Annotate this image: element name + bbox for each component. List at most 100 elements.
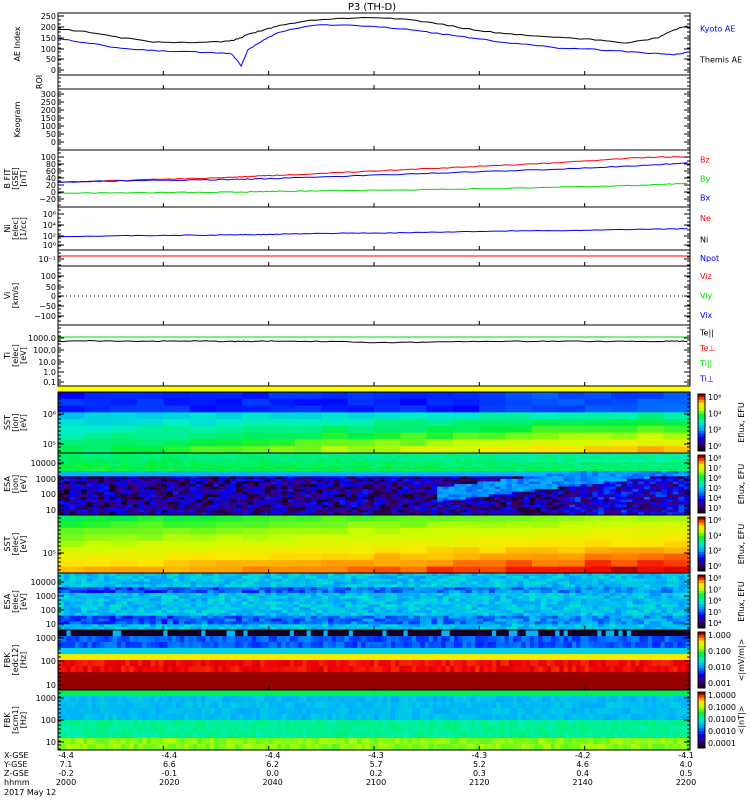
spectrogram-cell — [132, 486, 140, 490]
spectrogram-cell — [529, 473, 536, 477]
spectrogram-cell — [92, 455, 99, 459]
spectrogram-cell — [414, 484, 421, 488]
spectrogram-cell — [471, 491, 479, 495]
spectrogram-cell — [667, 476, 674, 480]
spectrogram-cell — [402, 592, 410, 597]
spectrogram-cell — [276, 481, 283, 485]
spectrogram-cell — [540, 578, 547, 583]
spectrogram-cell — [189, 566, 217, 574]
spectrogram-cell — [426, 432, 454, 441]
spectrogram-cell — [299, 484, 306, 488]
spectrogram-cell — [322, 509, 329, 514]
spectrogram-cell — [575, 481, 582, 485]
spectrogram-cell — [460, 578, 467, 583]
spectrogram-cell — [598, 604, 605, 608]
spectrogram-cell — [621, 491, 628, 495]
spectrogram-cell — [247, 489, 254, 493]
spectrogram-cell — [322, 499, 329, 503]
spectrogram-cell — [569, 615, 576, 620]
spectrogram-cell — [488, 509, 496, 514]
spectrogram-cell — [322, 460, 329, 464]
spectrogram-cell — [138, 468, 145, 472]
spectrogram-cell — [230, 458, 237, 462]
spectrogram-cell — [264, 471, 272, 475]
spectrogram-cell — [103, 587, 111, 591]
spectrogram-cell — [586, 598, 593, 603]
spectrogram-cell — [534, 476, 542, 480]
spectrogram-cell — [310, 463, 318, 467]
spectrogram-cell — [552, 458, 559, 462]
spectrogram-cell — [347, 534, 375, 542]
spectrogram-cell — [195, 509, 203, 514]
spectrogram-cell — [534, 486, 542, 490]
spectrogram-cell — [667, 486, 674, 490]
spectrogram-cell — [63, 489, 71, 493]
spectrogram-cell — [454, 463, 461, 467]
spectrogram-cell — [287, 604, 295, 608]
spectrogram-cell — [230, 478, 237, 483]
spectrogram-cell — [69, 502, 76, 506]
spectrogram-cell — [218, 587, 226, 591]
spectrogram-cell — [109, 486, 117, 490]
spectrogram-cell — [494, 618, 501, 623]
spectrogram-cell — [282, 595, 289, 600]
spectrogram-cell — [552, 618, 559, 623]
spectrogram-cell — [483, 587, 490, 591]
spectrogram-cell — [287, 455, 295, 459]
spectrogram-cell — [534, 598, 542, 603]
spectrogram-cell — [163, 527, 191, 535]
spectrogram-cell — [557, 455, 565, 459]
spectrogram-cell — [586, 612, 593, 617]
spectrogram-cell — [563, 453, 570, 457]
spectrogram-cell — [368, 455, 375, 459]
spectrogram-cell — [201, 455, 208, 459]
spectrogram-cell — [506, 481, 513, 485]
spectrogram-cell — [408, 509, 415, 514]
spectrogram-cell — [236, 509, 243, 514]
spectrogram-cell — [305, 592, 312, 597]
spectrogram-cell — [379, 621, 387, 625]
spectrogram-cell — [80, 604, 88, 608]
spectrogram-cell — [442, 595, 450, 600]
spectrogram-cell — [213, 491, 220, 495]
spectrogram-cell — [488, 590, 496, 594]
spectrogram-cell — [532, 439, 559, 447]
spectrogram-cell — [626, 504, 634, 508]
spectrogram-cell — [494, 465, 501, 470]
spectrogram-cell — [305, 512, 312, 516]
spectrogram-cell — [58, 478, 65, 483]
spectrogram-cell — [189, 540, 217, 548]
spectrogram-cell — [494, 598, 501, 603]
spectrogram-cell — [63, 601, 71, 605]
spectrogram-cell — [557, 453, 565, 457]
spectrogram-cell — [86, 476, 94, 480]
spectrogram-cell — [276, 627, 283, 631]
spectrogram-cell — [586, 578, 593, 583]
spectrogram-cell — [471, 455, 479, 459]
spectrogram-cell — [253, 601, 260, 605]
spectrogram-cell — [115, 621, 122, 625]
spectrogram-cell — [552, 610, 559, 614]
spectrogram-cell — [678, 453, 685, 457]
spectrogram-cell — [236, 489, 243, 493]
spectrogram-cell — [534, 621, 542, 625]
spectrogram-cell — [121, 471, 128, 475]
spectrogram-cell — [241, 621, 249, 625]
spectrogram-cell — [563, 473, 570, 477]
spectrogram-cell — [558, 566, 586, 574]
spectrogram-cell — [374, 610, 381, 614]
spectrogram-cell — [115, 481, 122, 485]
spectrogram-cell — [264, 460, 272, 464]
spectrogram-cell — [471, 512, 479, 516]
spectrogram-cell — [488, 471, 496, 475]
spectrogram-cell — [575, 504, 582, 508]
spectrogram-cell — [426, 412, 454, 420]
spectrogram-cell — [362, 504, 369, 508]
spectrogram-cell — [442, 460, 450, 464]
spectrogram-cell — [75, 458, 82, 462]
spectrogram-cell — [408, 484, 415, 488]
spectrogram-cell — [523, 507, 530, 511]
spectrogram-cell — [109, 624, 117, 628]
spectrogram-cell — [351, 618, 358, 623]
spectrogram-cell — [425, 471, 433, 475]
